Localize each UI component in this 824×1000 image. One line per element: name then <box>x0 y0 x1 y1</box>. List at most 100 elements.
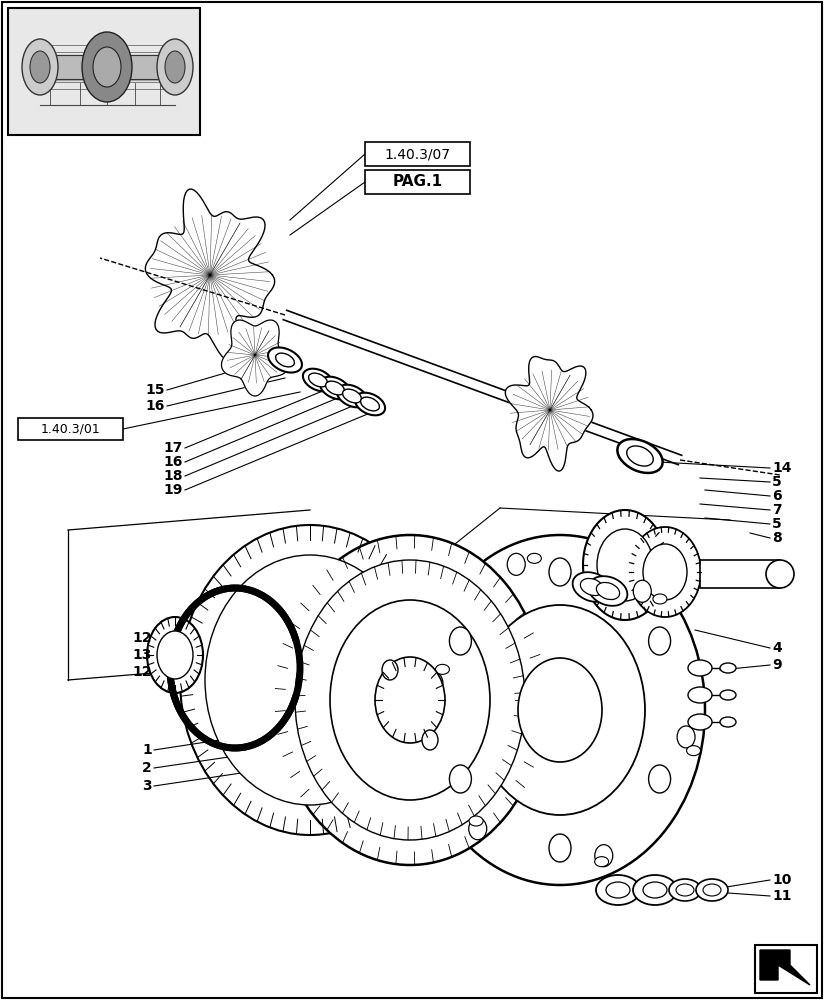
Ellipse shape <box>30 51 50 83</box>
Bar <box>365 142 470 166</box>
Text: 19: 19 <box>164 483 183 497</box>
Ellipse shape <box>449 627 471 655</box>
Ellipse shape <box>93 47 121 87</box>
Ellipse shape <box>686 746 700 756</box>
Ellipse shape <box>583 510 667 620</box>
Ellipse shape <box>676 884 694 896</box>
Ellipse shape <box>549 834 571 862</box>
Ellipse shape <box>425 672 443 694</box>
Polygon shape <box>222 320 288 396</box>
Ellipse shape <box>688 660 712 676</box>
Ellipse shape <box>617 439 662 473</box>
Polygon shape <box>145 189 274 361</box>
Text: 8: 8 <box>772 531 782 545</box>
Ellipse shape <box>275 353 294 367</box>
Ellipse shape <box>720 717 736 727</box>
Text: 12: 12 <box>133 631 152 645</box>
Ellipse shape <box>573 572 611 602</box>
Ellipse shape <box>330 600 490 800</box>
Ellipse shape <box>595 857 609 867</box>
Text: 1.40.3/01: 1.40.3/01 <box>40 422 101 436</box>
Ellipse shape <box>643 882 667 898</box>
Ellipse shape <box>688 714 712 730</box>
Ellipse shape <box>549 558 571 586</box>
Text: 3: 3 <box>143 779 152 793</box>
Ellipse shape <box>597 582 620 600</box>
Text: 2: 2 <box>143 761 152 775</box>
Text: 15: 15 <box>146 383 165 397</box>
Text: 14: 14 <box>772 461 792 475</box>
Ellipse shape <box>422 730 438 750</box>
Ellipse shape <box>361 397 379 411</box>
Ellipse shape <box>469 818 487 840</box>
Text: 18: 18 <box>163 469 183 483</box>
Ellipse shape <box>669 879 701 901</box>
Ellipse shape <box>382 660 398 680</box>
Text: 12: 12 <box>133 665 152 679</box>
Ellipse shape <box>633 875 677 905</box>
Bar <box>8 8 200 135</box>
Ellipse shape <box>688 687 712 703</box>
Ellipse shape <box>653 594 667 604</box>
Text: 5: 5 <box>772 517 782 531</box>
Polygon shape <box>760 950 810 985</box>
Ellipse shape <box>580 578 604 596</box>
Ellipse shape <box>643 544 687 600</box>
Ellipse shape <box>720 663 736 673</box>
Text: 1.40.3/07: 1.40.3/07 <box>385 147 451 161</box>
Ellipse shape <box>355 393 385 415</box>
Ellipse shape <box>165 51 185 83</box>
Text: 17: 17 <box>164 441 183 455</box>
Ellipse shape <box>596 875 640 905</box>
Ellipse shape <box>205 555 415 805</box>
Text: 10: 10 <box>772 873 791 887</box>
Text: 11: 11 <box>772 889 792 903</box>
Polygon shape <box>505 357 593 471</box>
Text: 16: 16 <box>146 399 165 413</box>
Ellipse shape <box>449 765 471 793</box>
Text: 4: 4 <box>772 641 782 655</box>
Ellipse shape <box>527 553 541 563</box>
Ellipse shape <box>469 816 483 826</box>
Text: 6: 6 <box>772 489 782 503</box>
Ellipse shape <box>606 882 630 898</box>
Ellipse shape <box>720 690 736 700</box>
Ellipse shape <box>82 32 132 102</box>
Ellipse shape <box>180 525 440 835</box>
Ellipse shape <box>677 726 695 748</box>
Ellipse shape <box>415 535 705 885</box>
Text: 13: 13 <box>133 648 152 662</box>
Text: 1: 1 <box>143 743 152 757</box>
Ellipse shape <box>595 845 613 867</box>
Ellipse shape <box>337 385 368 407</box>
Bar <box>18 418 123 440</box>
Ellipse shape <box>634 580 651 602</box>
Bar <box>40 55 175 79</box>
Ellipse shape <box>343 389 362 403</box>
Ellipse shape <box>627 446 653 466</box>
Text: 5: 5 <box>772 475 782 489</box>
Ellipse shape <box>435 664 449 674</box>
Text: 7: 7 <box>772 503 782 517</box>
Ellipse shape <box>303 369 333 391</box>
Bar <box>700 560 780 588</box>
Bar <box>755 945 817 993</box>
Ellipse shape <box>629 527 701 617</box>
Ellipse shape <box>375 657 445 743</box>
Text: 9: 9 <box>772 658 782 672</box>
Ellipse shape <box>518 658 602 762</box>
Ellipse shape <box>275 535 545 865</box>
Ellipse shape <box>325 381 344 395</box>
Ellipse shape <box>295 560 525 840</box>
Ellipse shape <box>648 627 671 655</box>
Ellipse shape <box>588 576 627 606</box>
Ellipse shape <box>22 39 58 95</box>
Ellipse shape <box>766 560 794 588</box>
Ellipse shape <box>703 884 721 896</box>
Bar <box>365 170 470 194</box>
Ellipse shape <box>475 605 645 815</box>
Text: PAG.1: PAG.1 <box>392 174 442 190</box>
Ellipse shape <box>696 879 728 901</box>
Ellipse shape <box>597 529 653 601</box>
Ellipse shape <box>309 373 327 387</box>
